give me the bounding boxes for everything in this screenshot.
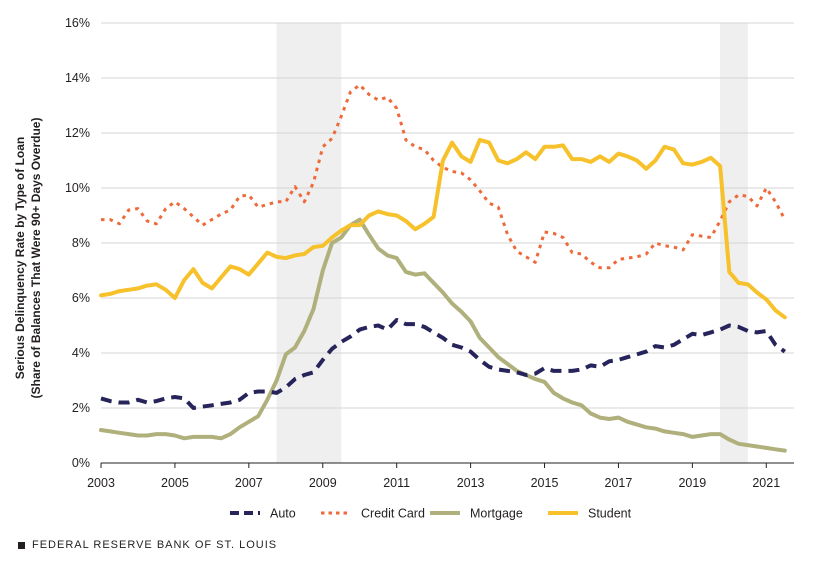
x-tick-label-5: 2013 bbox=[457, 476, 485, 490]
y-tick-label-5: 10% bbox=[65, 181, 90, 195]
y-tick-label-1: 2% bbox=[72, 401, 90, 415]
x-tick-label-6: 2015 bbox=[531, 476, 559, 490]
y-tick-label-6: 12% bbox=[65, 126, 90, 140]
series-line-mortgage bbox=[99, 217, 787, 453]
x-tick-label-2: 2007 bbox=[235, 476, 263, 490]
legend-label-credit-card: Credit Card bbox=[361, 507, 425, 521]
y-tick-label-7: 14% bbox=[65, 71, 90, 85]
y-axis-title-line2: (Share of Balances That Were 90+ Days Ov… bbox=[29, 118, 43, 399]
legend-label-student: Student bbox=[588, 507, 632, 521]
x-tick-label-0: 2003 bbox=[87, 476, 115, 490]
footer-square-icon bbox=[18, 541, 25, 549]
x-axis: 2003 2005 2007 2009 2011 2013 2015 2017 2019 2021 bbox=[87, 462, 794, 490]
series-lines bbox=[99, 83, 787, 453]
y-axis: 0% 2% 4% 6% 8% 10% 12% 14% 16% bbox=[65, 16, 90, 470]
footer-text: FEDERAL RESERVE BANK OF ST. LOUIS bbox=[32, 539, 278, 551]
y-axis-title-line1: Serious Delinquency Rate by Type of Loan bbox=[13, 137, 27, 380]
legend-label-mortgage: Mortgage bbox=[470, 507, 523, 521]
x-tick-label-9: 2021 bbox=[752, 476, 780, 490]
x-tick-label-8: 2019 bbox=[678, 476, 706, 490]
legend: Auto Credit Card Mortgage Student bbox=[230, 507, 632, 521]
y-tick-label-4: 8% bbox=[72, 236, 90, 250]
series-line-auto bbox=[100, 318, 786, 410]
y-tick-label-3: 6% bbox=[72, 291, 90, 305]
series-line-credit-card bbox=[101, 83, 787, 270]
y-tick-label-2: 4% bbox=[72, 346, 90, 360]
legend-label-auto: Auto bbox=[270, 507, 296, 521]
footer-credit: FEDERAL RESERVE BANK OF ST. LOUIS bbox=[18, 539, 277, 551]
gridlines bbox=[101, 22, 794, 409]
x-tick-label-1: 2005 bbox=[161, 476, 189, 490]
y-tick-label-0: 0% bbox=[72, 456, 90, 470]
x-tick-label-4: 2011 bbox=[383, 476, 410, 490]
y-tick-label-8: 16% bbox=[65, 16, 90, 30]
x-tick-label-7: 2017 bbox=[605, 476, 633, 490]
series-line-student bbox=[99, 137, 787, 320]
x-tick-label-3: 2009 bbox=[309, 476, 337, 490]
